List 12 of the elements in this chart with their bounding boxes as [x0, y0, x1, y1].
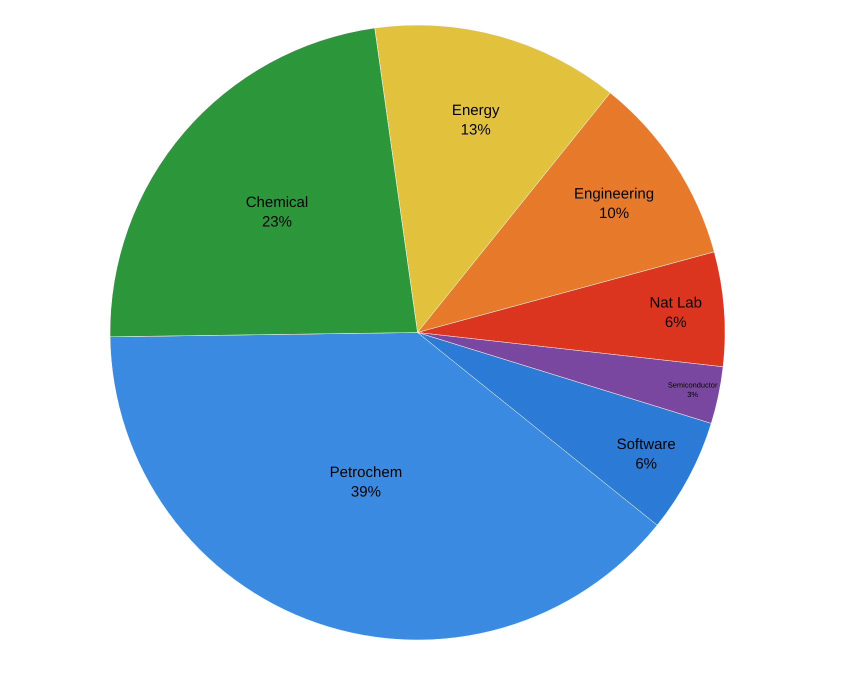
data-label: 23% — [262, 213, 292, 230]
slice-label: Petrochem — [330, 464, 402, 482]
data-label: 39% — [350, 484, 381, 501]
slice-label: Chemical — [246, 194, 308, 211]
data-label: 10% — [599, 205, 630, 222]
data-label: 6% — [664, 314, 687, 331]
slice-label: Energy — [452, 102, 500, 120]
slice-label: Engineering — [574, 186, 654, 203]
slice-label: Nat Lab — [649, 294, 702, 312]
slice-label: Software — [616, 436, 676, 453]
data-label: 13% — [460, 122, 491, 139]
data-label: 6% — [635, 455, 658, 472]
